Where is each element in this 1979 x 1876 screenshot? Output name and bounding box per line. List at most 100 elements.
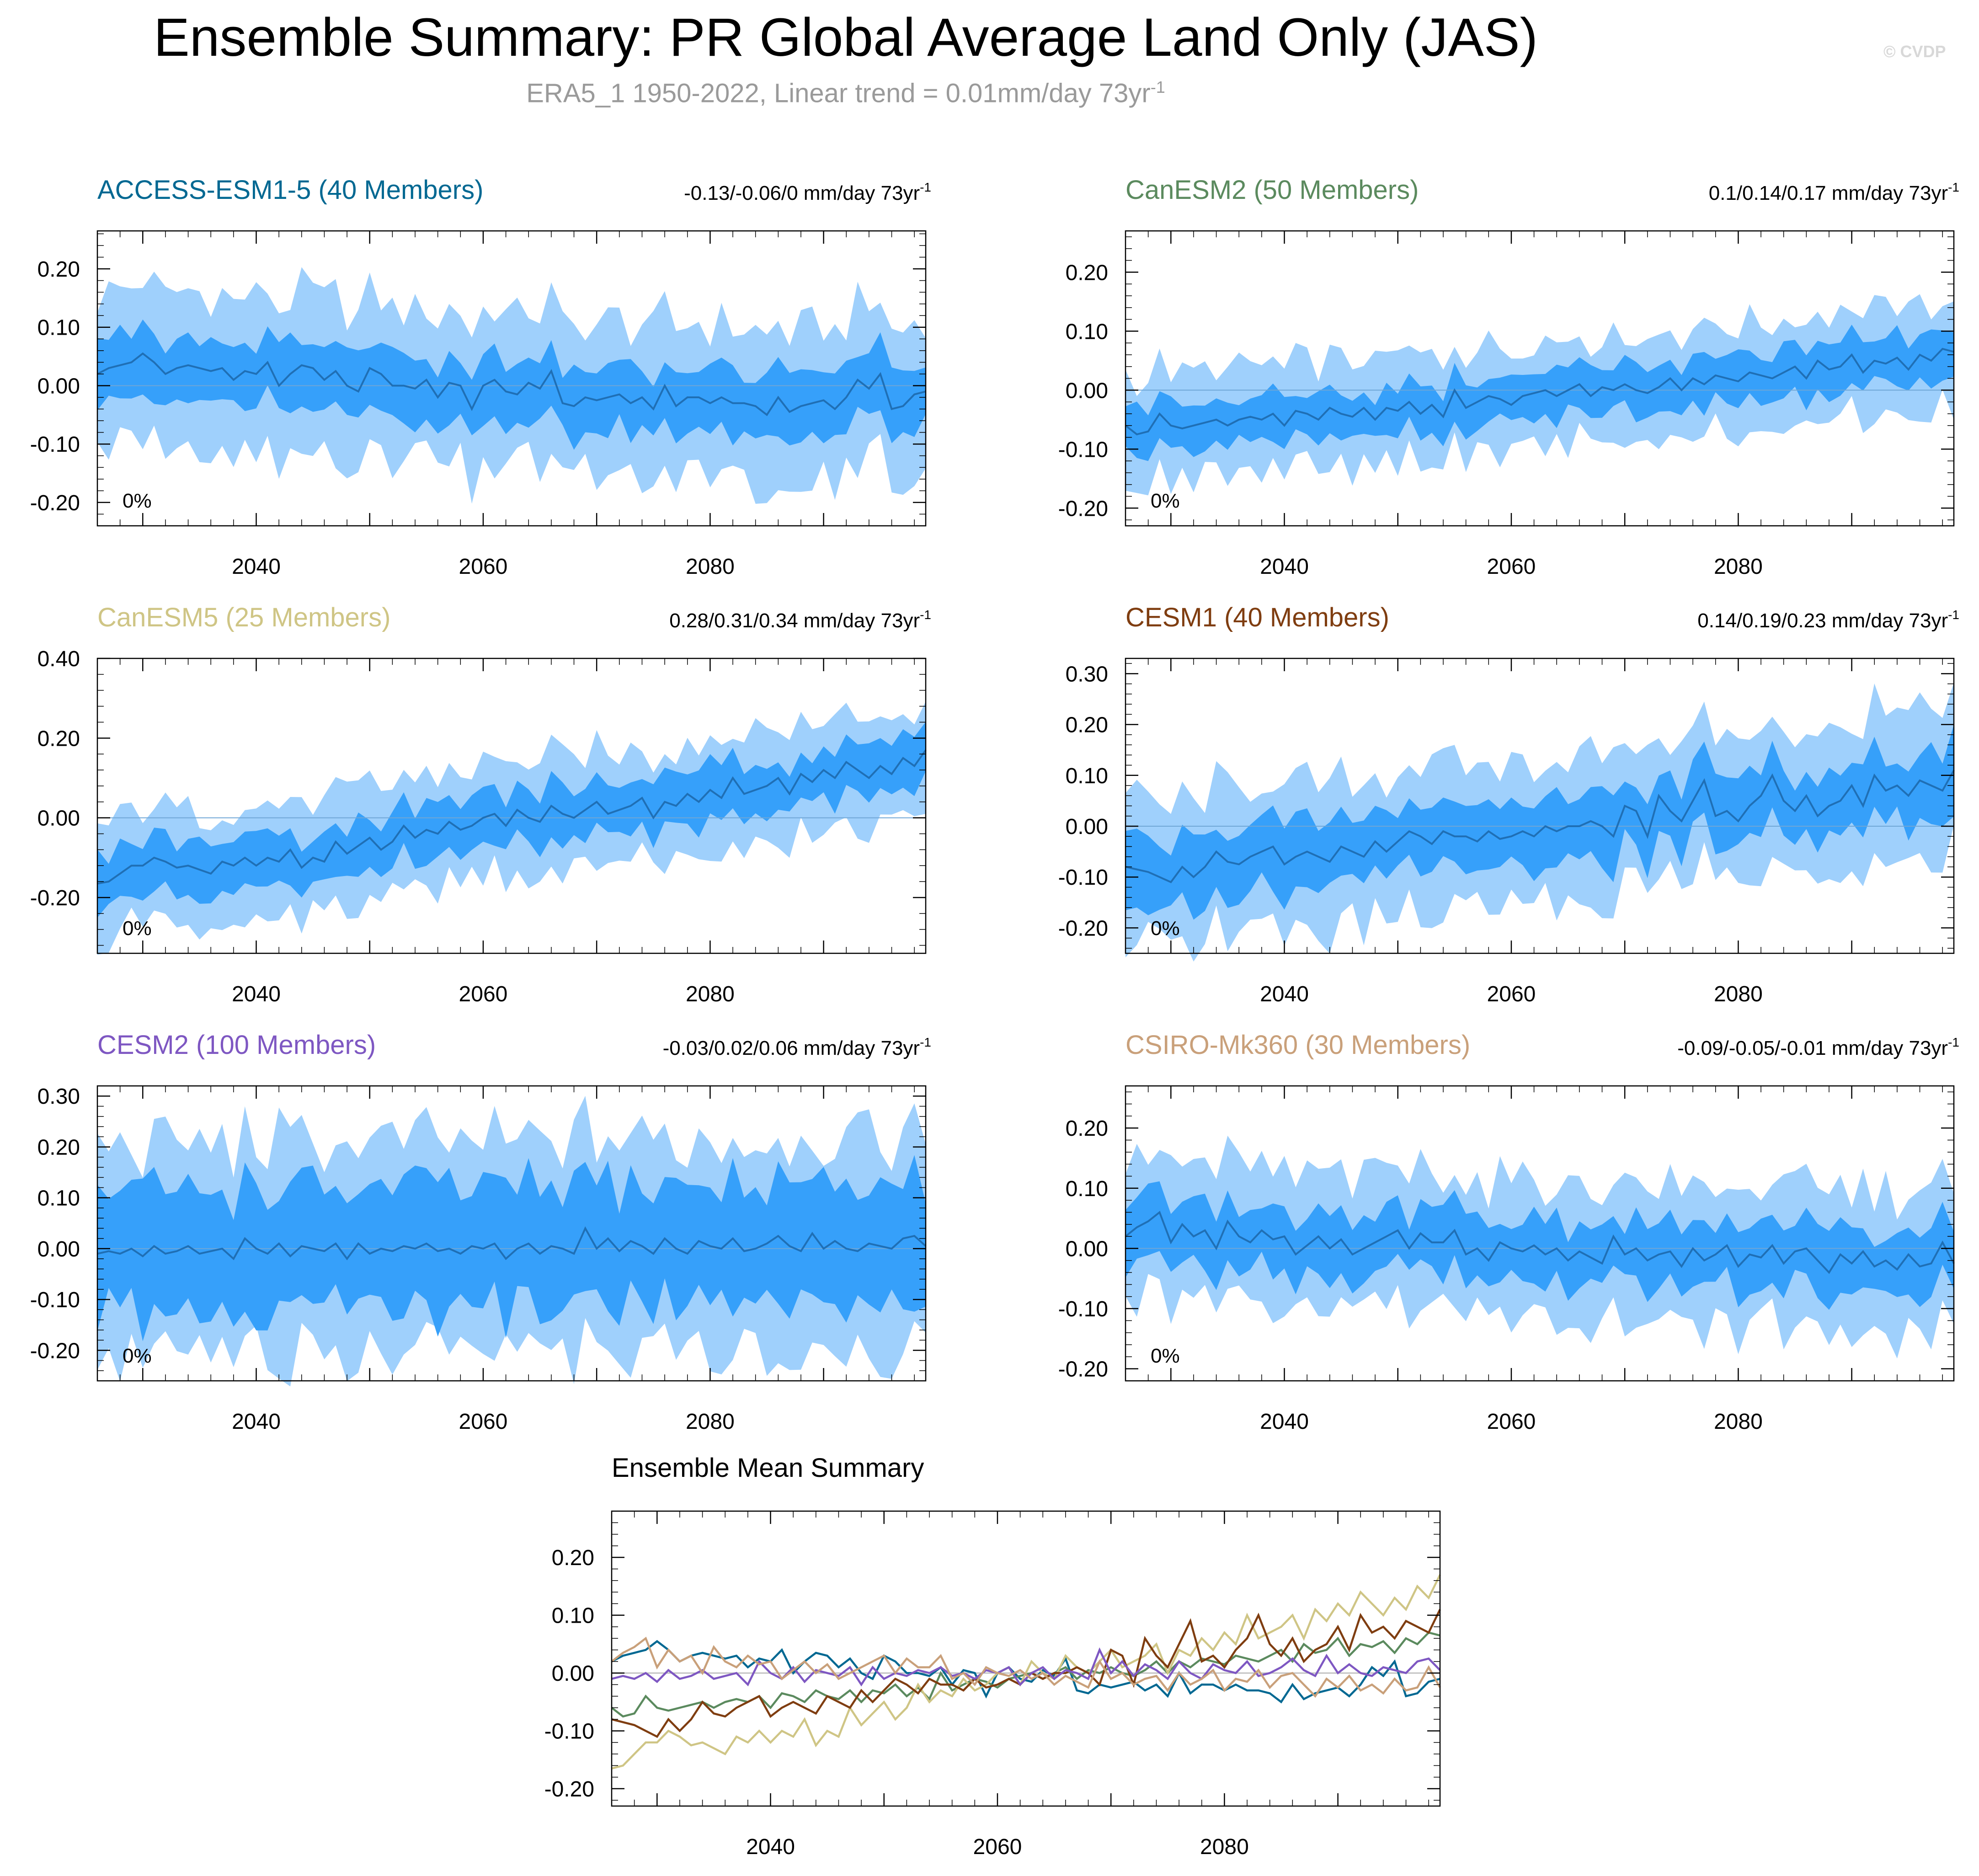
ensemble-mean-summary-series-5 (611, 1647, 1441, 1687)
panel-5-xtick-label: 2080 (686, 1410, 735, 1434)
panel-1-ytick-label: -0.10 (30, 433, 80, 457)
panel-4-ytick-label: 0.10 (1066, 764, 1108, 788)
panel-2-xtick-label: 2040 (1260, 555, 1309, 579)
panel-6-frame (1125, 1085, 1955, 1382)
panel-1-ytick-label: 0.20 (37, 257, 80, 282)
panel-1-xtick-label: 2040 (232, 555, 281, 579)
panel-6-ytick-label: 0.10 (1066, 1177, 1108, 1201)
ensemble-mean-summary-ytick-label: 0.00 (552, 1662, 594, 1686)
subtitle-text: ERA5_1 1950-2022, Linear trend = 0.01mm/… (526, 78, 1151, 108)
panel-4-ytick-label: -0.20 (1058, 916, 1108, 941)
panel-3-xtick-label: 2080 (686, 982, 735, 1006)
panel-4-xtick-label: 2040 (1260, 982, 1309, 1006)
panel-4-ytick-label: 0.00 (1066, 815, 1108, 839)
panel-3-trend-label: 0.28/0.31/0.34 mm/day 73yr-1 (669, 608, 931, 632)
panel-6-ytick-label: 0.20 (1066, 1117, 1108, 1141)
panel-2-inner-band (1126, 325, 1954, 461)
panel-1: -0.20 -0.10 0.00 0.10 0.20 2040 2060 2080 ACCESS… (30, 175, 931, 579)
panel-6: -0.20 -0.10 0.00 0.10 0.20 2040 2060 2080 CSIRO-… (1058, 1030, 1959, 1434)
panel-5-ytick-label: 0.10 (37, 1187, 80, 1211)
panel-1-ytick-label: 0.10 (37, 316, 80, 340)
panel-4-xtick-label: 2060 (1487, 982, 1536, 1006)
panel-4-ytick-label: -0.10 (1058, 866, 1108, 890)
panel-6-inner-band (1126, 1181, 1954, 1310)
panel-5-trend-label: -0.03/0.02/0.06 mm/day 73yr-1 (663, 1035, 931, 1059)
panel-1-title: ACCESS-ESM1-5 (40 Members) (97, 175, 483, 205)
panel-1-mean-line (97, 352, 926, 417)
ensemble-mean-summary-ytick-label: -0.20 (544, 1777, 594, 1801)
subtitle: ERA5_1 1950-2022, Linear trend = 0.01mm/… (0, 78, 1691, 108)
panel-3-inner-band (97, 722, 926, 918)
panel-1-ytick-label: 0.00 (37, 374, 80, 398)
ensemble-mean-summary-title: Ensemble Mean Summary (612, 1453, 924, 1483)
panel-6-trend-label: -0.09/-0.05/-0.01 mm/day 73yr-1 (1677, 1035, 1959, 1059)
panel-4-ytick-label: 0.30 (1066, 662, 1108, 686)
panel-5-title: CESM2 (100 Members) (97, 1030, 376, 1060)
panel-2-title: CanESM2 (50 Members) (1126, 175, 1419, 205)
panel-4-mean-line (1125, 770, 1955, 883)
panel-2: -0.20 -0.10 0.00 0.10 0.20 2040 2060 2080 CanESM… (1058, 175, 1959, 579)
panel-1-xtick-label: 2080 (686, 555, 735, 579)
panel-5-ytick-label: -0.10 (30, 1288, 80, 1312)
watermark: © CVDP (1883, 42, 1946, 61)
panel-5-ytick-label: 0.20 (37, 1135, 80, 1160)
panel-1-frame (96, 230, 927, 527)
panel-1-inner-band (97, 319, 926, 450)
panel-6-ytick-label: 0.00 (1066, 1237, 1108, 1261)
panel-3-xtick-label: 2040 (232, 982, 281, 1006)
panel-4-trend-label: 0.14/0.19/0.23 mm/day 73yr-1 (1697, 608, 1959, 632)
panel-3-frame (96, 657, 927, 954)
panel-5-ytick-label: 0.30 (37, 1085, 80, 1109)
panel-2-percent-label: 0% (1151, 490, 1180, 512)
panel-3: -0.20 0.00 0.20 0.40 2040 2060 2080 CanESM5 (25… (30, 603, 931, 1006)
panel-3-percent-label: 0% (123, 917, 152, 940)
panel-5-ytick-label: -0.20 (30, 1339, 80, 1363)
panel-6-ytick-label: -0.20 (1058, 1358, 1108, 1382)
panel-2-ytick-label: -0.10 (1058, 438, 1108, 462)
panel-4: -0.20 -0.10 0.00 0.10 0.20 0.30 2040 2060 2080 CE… (1058, 603, 1959, 1006)
panel-3-ytick-label: 0.00 (37, 807, 80, 831)
panel-6-title: CSIRO-Mk360 (30 Members) (1126, 1030, 1470, 1060)
panel-2-ytick-label: 0.20 (1066, 261, 1108, 285)
ensemble-mean-summary-xtick-label: 2080 (1200, 1835, 1249, 1859)
ensemble-mean-summary-ytick-label: 0.10 (552, 1604, 594, 1628)
panel-3-mean-line (97, 749, 927, 885)
ensemble-mean-summary-series-6 (611, 1636, 1441, 1698)
panel-1-trend-label: -0.13/-0.06/0 mm/day 73yr-1 (684, 180, 931, 204)
panel-6-mean-line (1125, 1211, 1955, 1274)
panel-5-xtick-label: 2060 (459, 1410, 508, 1434)
panel-4-ytick-label: 0.20 (1066, 713, 1108, 738)
ensemble-mean-summary-xtick-label: 2060 (973, 1835, 1022, 1859)
panel-2-mean-line (1125, 347, 1954, 436)
ensemble-mean-summary-ytick-label: -0.10 (544, 1720, 594, 1744)
panel-6-percent-label: 0% (1151, 1345, 1180, 1367)
panel-1-percent-label: 0% (123, 490, 152, 512)
panel-1-xtick-label: 2060 (459, 555, 508, 579)
panel-5: -0.20 -0.10 0.00 0.10 0.20 0.30 2040 2060 2080 CE… (30, 1030, 931, 1434)
panel-4-percent-label: 0% (1151, 917, 1180, 940)
panel-6-xtick-label: 2040 (1260, 1410, 1309, 1434)
ensemble-mean-summary-series-3 (611, 1574, 1441, 1769)
panel-5-mean-line (97, 1226, 927, 1261)
panel-3-xtick-label: 2060 (459, 982, 508, 1006)
panel-3-ytick-label: -0.20 (30, 886, 80, 910)
ensemble-mean-summary: -0.20 -0.10 0.00 0.10 0.20 2040 2060 2080 Ensemb… (544, 1453, 1441, 1859)
panel-6-xtick-label: 2060 (1487, 1410, 1536, 1434)
panel-2-xtick-label: 2080 (1714, 555, 1763, 579)
panel-3-title: CanESM5 (25 Members) (97, 603, 390, 632)
main-title: Ensemble Summary: PR Global Average Land… (154, 7, 1538, 68)
panel-2-xtick-label: 2060 (1487, 555, 1536, 579)
panel-5-inner-band (97, 1155, 926, 1342)
ensemble-mean-summary-frame (611, 1510, 1441, 1807)
panel-5-xtick-label: 2040 (232, 1410, 281, 1434)
panel-4-title: CESM1 (40 Members) (1126, 603, 1389, 632)
panel-2-ytick-label: -0.20 (1058, 497, 1108, 521)
panel-6-ytick-label: -0.10 (1058, 1297, 1108, 1321)
panel-2-ytick-label: 0.00 (1066, 379, 1108, 403)
panel-3-ytick-label: 0.20 (37, 727, 80, 751)
subtitle-superscript: -1 (1150, 78, 1165, 96)
panel-5-frame (96, 1085, 927, 1382)
panel-5-ytick-label: 0.00 (37, 1237, 80, 1261)
panel-3-ytick-label: 0.40 (37, 647, 80, 671)
panel-2-ytick-label: 0.10 (1066, 320, 1108, 344)
